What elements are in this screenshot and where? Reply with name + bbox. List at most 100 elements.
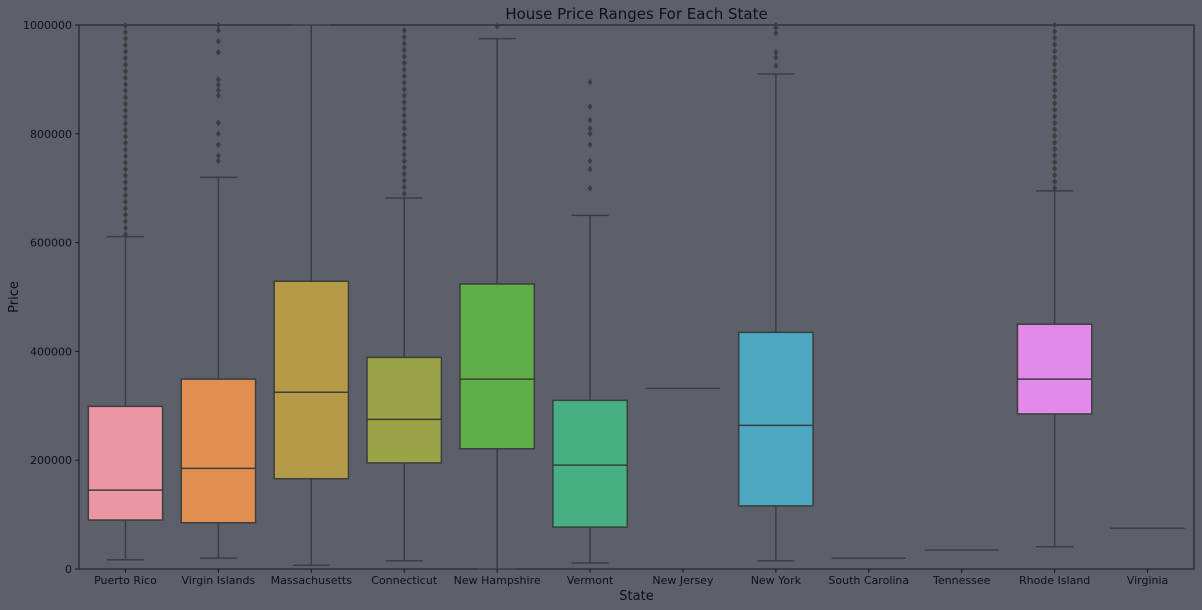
axes-frame xyxy=(78,24,1195,570)
outlier-point xyxy=(1052,100,1058,107)
outlier-point xyxy=(1052,106,1058,114)
iqr-box xyxy=(459,283,536,450)
outlier-point xyxy=(773,62,779,70)
y-tick-label: 800000 xyxy=(30,128,72,141)
y-tick-label: 400000 xyxy=(30,345,72,358)
outlier-point xyxy=(587,165,593,173)
outlier-point xyxy=(587,157,593,165)
outlier-point xyxy=(122,87,128,95)
outlier-point xyxy=(215,157,221,165)
outlier-point xyxy=(1052,158,1058,166)
outlier-point xyxy=(1052,47,1058,55)
outlier-point xyxy=(401,53,407,60)
outlier-point xyxy=(401,125,407,132)
outlier-point xyxy=(215,76,221,83)
outlier-point xyxy=(587,125,593,132)
outlier-point xyxy=(122,152,128,160)
iqr-box xyxy=(180,378,257,524)
outlier-point xyxy=(401,164,407,171)
outlier-point xyxy=(122,172,128,179)
outlier-point xyxy=(401,138,407,145)
outlier-point xyxy=(1052,21,1058,29)
outlier-point xyxy=(1052,139,1058,146)
plot-area xyxy=(78,21,1195,570)
x-axis-label: State xyxy=(619,589,653,604)
outlier-point xyxy=(122,126,128,134)
x-tick-label: South Carolina xyxy=(828,574,909,587)
outlier-point xyxy=(1052,54,1058,61)
outlier-point xyxy=(1052,126,1058,133)
outlier-point xyxy=(1052,119,1058,127)
outlier-point xyxy=(215,92,221,100)
outlier-point xyxy=(401,190,407,197)
outlier-point xyxy=(1052,113,1058,120)
outlier-point xyxy=(401,59,407,67)
x-tick-label: New Hampshire xyxy=(454,574,541,587)
outlier-point xyxy=(1052,184,1058,192)
outlier-point xyxy=(122,41,128,49)
outlier-point xyxy=(401,79,407,86)
outlier-point xyxy=(401,92,407,100)
outlier-point xyxy=(122,165,128,173)
outlier-point xyxy=(122,107,128,114)
outlier-point xyxy=(122,67,128,75)
outlier-point xyxy=(401,72,407,80)
outlier-point xyxy=(215,38,221,45)
x-tick-label: Connecticut xyxy=(371,574,438,587)
outlier-point xyxy=(122,198,128,206)
outlier-point xyxy=(122,191,128,199)
y-tick-label: 0 xyxy=(65,563,72,576)
outlier-point xyxy=(587,78,593,86)
outlier-point xyxy=(122,94,128,101)
outlier-point xyxy=(122,35,128,42)
outlier-point xyxy=(122,113,128,121)
x-tick-label: Rhode Island xyxy=(1019,574,1090,587)
y-axis-label: Price xyxy=(7,281,22,313)
outlier-point xyxy=(122,139,128,147)
outlier-point xyxy=(587,116,593,124)
y-tick-label: 1000000 xyxy=(23,19,72,32)
outlier-point xyxy=(215,21,221,29)
outlier-point xyxy=(122,224,128,232)
outlier-point xyxy=(122,74,128,82)
outlier-point xyxy=(401,46,407,54)
outlier-point xyxy=(401,85,407,93)
outlier-point xyxy=(215,48,221,56)
outlier-point xyxy=(215,81,221,89)
outlier-point xyxy=(401,112,407,119)
outlier-point xyxy=(773,54,779,61)
outlier-point xyxy=(1052,67,1058,74)
outlier-point xyxy=(401,151,407,158)
x-tick-label: Vermont xyxy=(567,574,614,587)
iqr-box xyxy=(87,405,164,521)
outlier-point xyxy=(122,231,128,238)
outlier-point xyxy=(1052,132,1058,140)
x-tick-label: Puerto Rico xyxy=(94,574,157,587)
x-axis: Puerto Rico Virgin Islands Massachusetts Co… xyxy=(94,569,1168,587)
outlier-point xyxy=(401,170,407,178)
outlier-point xyxy=(401,33,407,41)
outlier-point xyxy=(215,119,221,127)
outlier-point xyxy=(122,54,128,62)
outlier-point xyxy=(587,130,593,138)
outlier-point xyxy=(773,48,779,56)
iqr-box xyxy=(273,280,350,480)
outlier-point xyxy=(1052,93,1058,101)
box-connecticut xyxy=(366,27,443,562)
outlier-point xyxy=(773,29,779,37)
outlier-point xyxy=(215,141,221,148)
outlier-point xyxy=(401,144,407,152)
outlier-point xyxy=(401,118,407,126)
outlier-point xyxy=(1052,80,1058,88)
outlier-point xyxy=(215,152,221,159)
x-tick-label: Virgin Islands xyxy=(182,574,256,587)
outlier-point xyxy=(122,80,128,88)
outlier-point xyxy=(587,141,593,148)
x-tick-label: New Jersey xyxy=(652,574,714,587)
outlier-point xyxy=(401,105,407,113)
outlier-point xyxy=(401,27,407,34)
outlier-point xyxy=(401,131,407,139)
outlier-point xyxy=(215,130,221,138)
outlier-point xyxy=(1052,165,1058,172)
iqr-box xyxy=(1016,323,1093,415)
